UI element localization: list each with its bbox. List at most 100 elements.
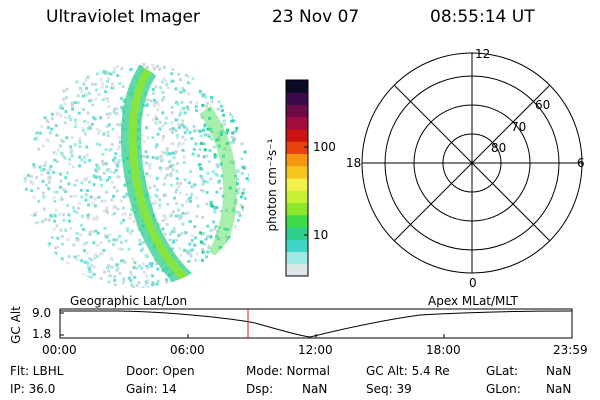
uv-pixel <box>231 135 234 139</box>
uv-pixel <box>107 269 111 273</box>
uv-pixel <box>123 260 127 264</box>
uv-pixel <box>182 125 186 129</box>
uv-pixel <box>231 115 235 119</box>
uv-pixel <box>66 238 70 241</box>
uv-pixel <box>118 136 121 140</box>
uv-pixel <box>63 102 67 105</box>
uv-pixel <box>219 162 223 166</box>
uv-pixel <box>110 142 114 146</box>
uv-pixel <box>83 260 87 264</box>
uv-pixel <box>130 229 134 233</box>
uv-pixel <box>188 81 192 85</box>
uv-pixel <box>68 115 72 119</box>
uv-pixel <box>199 91 203 95</box>
uv-pixel <box>108 112 112 116</box>
uv-pixel <box>205 255 209 259</box>
uv-pixel <box>215 229 219 233</box>
uv-pixel <box>168 232 172 236</box>
uv-pixel <box>175 177 179 181</box>
uv-pixel <box>158 127 162 131</box>
uv-pixel <box>114 112 117 116</box>
uv-pixel <box>103 226 107 230</box>
uv-pixel <box>72 209 76 213</box>
uv-pixel <box>165 82 169 86</box>
uv-pixel <box>104 190 108 194</box>
uv-pixel <box>90 258 93 262</box>
uv-pixel <box>73 183 77 187</box>
uv-pixel <box>63 156 67 160</box>
uv-pixel <box>114 162 118 166</box>
uv-pixel <box>117 175 121 179</box>
uv-pixel <box>48 242 52 246</box>
uv-pixel <box>73 255 77 259</box>
uv-pixel <box>98 143 102 147</box>
uv-pixel <box>122 219 126 223</box>
status-filter: Flt: LBHL <box>10 364 64 378</box>
colorbar-segment <box>286 190 308 203</box>
colorbar-segment <box>286 263 308 277</box>
uv-pixel <box>108 233 112 237</box>
uv-pixel <box>160 80 164 84</box>
uv-pixel <box>118 271 122 275</box>
uv-pixel <box>97 195 101 199</box>
uv-pixel <box>116 161 120 165</box>
colorbar-segment <box>286 141 308 154</box>
uv-pixel <box>90 82 94 86</box>
uv-pixel <box>124 239 128 243</box>
uv-pixel <box>142 271 146 274</box>
uv-pixel <box>29 175 33 178</box>
uv-pixel <box>125 194 129 198</box>
uv-pixel <box>135 283 139 287</box>
uv-pixel <box>224 235 228 239</box>
uv-pixel <box>112 238 116 242</box>
uv-pixel <box>32 165 36 169</box>
uv-pixel <box>200 141 203 145</box>
uv-pixel <box>198 147 202 151</box>
uv-pixel <box>155 176 159 180</box>
uv-pixel <box>132 220 136 224</box>
uv-pixel <box>88 230 92 234</box>
uv-pixel <box>188 130 192 134</box>
uv-pixel <box>80 181 84 185</box>
uv-pixel <box>190 238 194 242</box>
uv-pixel <box>222 119 226 123</box>
uv-pixel <box>212 145 216 149</box>
uv-pixel <box>59 114 63 118</box>
uv-pixel <box>80 214 84 218</box>
uv-pixel <box>238 214 242 218</box>
uv-pixel <box>165 173 169 177</box>
uv-pixel <box>188 249 191 253</box>
uv-pixel <box>111 84 115 88</box>
uv-pixel <box>240 172 244 175</box>
status-ip: IP: 36.0 <box>10 382 56 396</box>
uv-pixel <box>175 101 179 104</box>
uv-pixel <box>46 244 50 248</box>
uv-pixel <box>107 123 111 127</box>
uv-pixel <box>202 155 206 159</box>
uv-pixel <box>40 173 44 177</box>
uv-pixel <box>163 176 167 180</box>
uv-pixel <box>155 262 158 266</box>
uv-pixel <box>174 214 178 218</box>
uv-pixel <box>125 192 129 196</box>
uv-pixel <box>184 231 188 235</box>
uv-pixel <box>194 105 198 109</box>
uv-pixel <box>53 246 57 250</box>
uv-pixel <box>219 133 223 136</box>
uv-pixel <box>183 248 187 252</box>
uv-pixel <box>64 96 68 100</box>
uv-pixel <box>209 177 213 181</box>
uv-pixel <box>178 113 182 117</box>
uv-pixel <box>208 149 212 153</box>
uv-pixel <box>175 169 179 173</box>
colorbar-segment <box>286 80 308 93</box>
uv-pixel <box>120 67 124 71</box>
uv-pixel <box>213 210 217 214</box>
uv-pixel <box>244 197 248 200</box>
colorbar-segment <box>286 104 308 118</box>
uv-pixel <box>78 136 82 140</box>
uv-pixel <box>62 213 66 217</box>
uv-pixel <box>116 65 119 68</box>
uv-pixel <box>181 142 185 146</box>
uv-pixel <box>29 180 33 184</box>
